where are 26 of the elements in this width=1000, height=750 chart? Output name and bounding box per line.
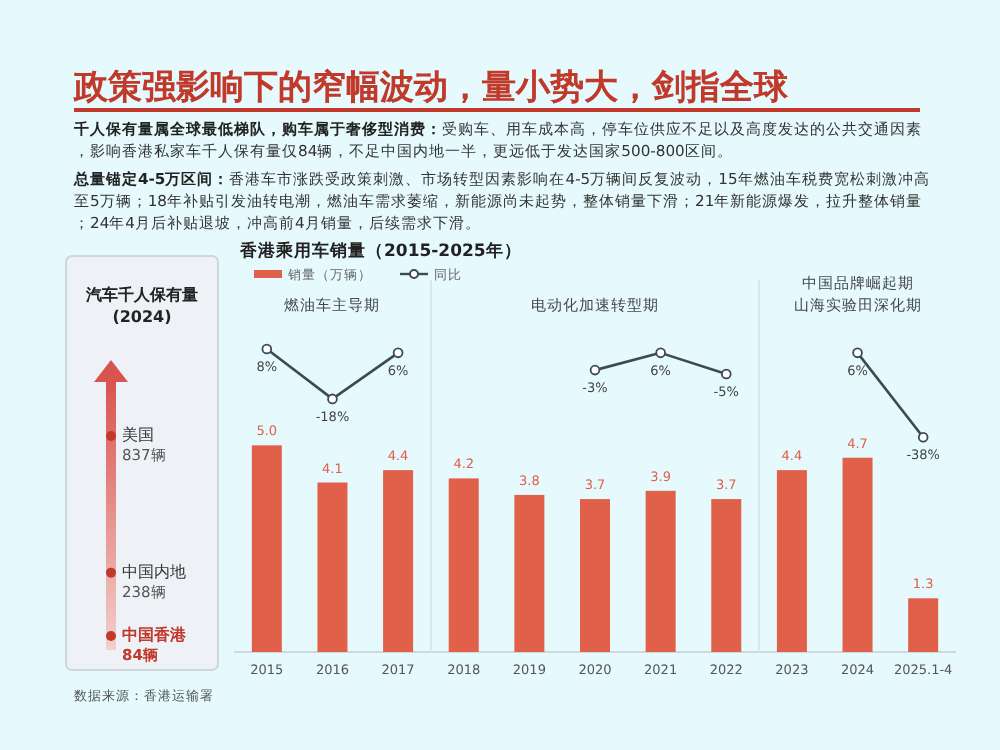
text: (2024) — [112, 308, 172, 326]
chart-title: 香港乘用车销量（2015-2025年） — [238, 240, 522, 262]
category-label: 中国香港 — [122, 626, 188, 644]
text: 汽车千人保有量 — [84, 286, 198, 304]
bar — [448, 478, 479, 652]
bar — [317, 482, 348, 652]
bar — [514, 494, 545, 652]
bar — [842, 457, 873, 652]
bar — [383, 470, 414, 652]
bar — [251, 445, 282, 652]
point — [852, 347, 863, 359]
bar — [711, 499, 742, 652]
bar — [776, 470, 807, 652]
category-label: 美国 — [122, 426, 154, 444]
point — [327, 393, 338, 405]
text: 政策强影响下的窄幅波动，量小势大，剑指全球 — [72, 68, 790, 108]
point — [917, 431, 929, 443]
bar — [580, 499, 610, 652]
point — [261, 343, 273, 355]
category-label: 中国内地 — [122, 562, 186, 581]
point — [392, 347, 404, 359]
point — [655, 347, 666, 359]
bar — [908, 598, 939, 652]
point — [589, 364, 601, 376]
point — [720, 368, 732, 380]
bar — [645, 490, 676, 652]
